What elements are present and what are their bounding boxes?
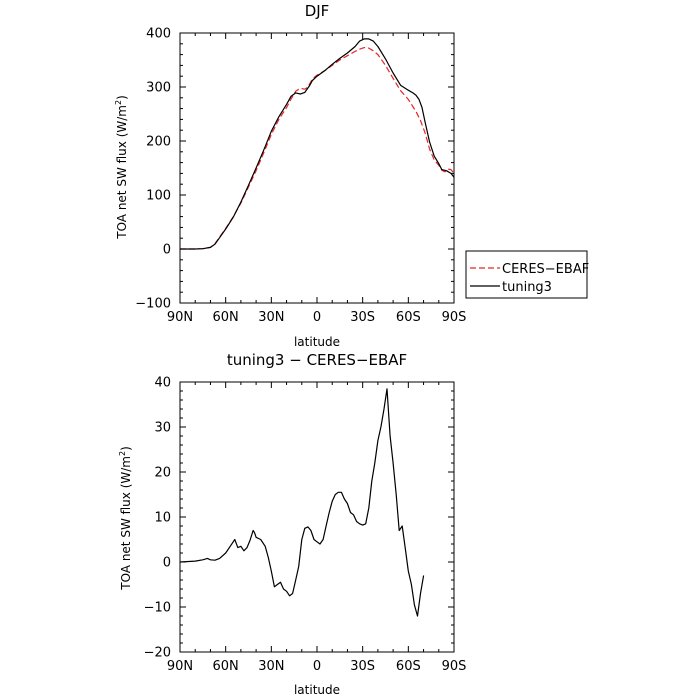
panel2-x-tick-label: 30S [350, 659, 375, 674]
panel1-y-tick-label: 0 [163, 243, 171, 258]
panel1-ylabel-end: ) [115, 95, 129, 100]
panel1-ylabel-main: TOA net SW flux (W/m [115, 105, 129, 240]
panel1-series [180, 38, 455, 250]
legend: CERES−EBAF tuning3 [465, 250, 589, 299]
panel2-ylabel-end: ) [119, 446, 133, 451]
panel1-xlabel: latitude [294, 335, 340, 349]
panel1-x-tick-label: 90S [442, 310, 467, 325]
panel1-x-tick-label: 30N [258, 310, 284, 325]
panel2-ylabel: TOA net SW flux (W/m2) [118, 446, 133, 591]
legend-ceres-label: CERES−EBAF [502, 262, 589, 277]
panel1-y-tick-label: −100 [135, 297, 171, 312]
panel2-series [179, 388, 425, 617]
panel2-x-tick-label: 60N [213, 659, 239, 674]
panel2-ticks: 90N 60N 30N 0 30S 60S 90S −20 −10 0 10 20 30 40 [144, 376, 467, 675]
panel1-x-tick-label: 90N [167, 310, 193, 325]
panel2-y-tick-label: −20 [144, 646, 171, 661]
panel1-y-tick-label: 100 [146, 189, 171, 204]
panel1-title: DJF [305, 2, 330, 20]
panel1-x-tick-label: 60N [213, 310, 239, 325]
panel-flux: DJF latitude TOA net SW flux (W/m2) 90N 6… [114, 2, 466, 349]
panel1-series-tuning3 [180, 38, 455, 250]
panel1-x-tick-label: 60S [396, 310, 421, 325]
panel1-ylabel-sup: 2 [114, 100, 123, 105]
panel2-y-tick-label: 30 [154, 421, 171, 436]
panel1-x-tick-label: 30S [350, 310, 375, 325]
panel2-frame [179, 381, 455, 653]
panel1-ticks: 90N 60N 30N 0 30S 60S 90S −100 0 100 200 300 400 [135, 27, 466, 326]
panel1-frame [179, 32, 455, 304]
panel2-x-tick-label: 30N [258, 659, 284, 674]
panel2-x-tick-label: 90N [167, 659, 193, 674]
panel2-ylabel-sup: 2 [118, 451, 127, 456]
panel2-title: tuning3 − CERES−EBAF [227, 351, 407, 369]
legend-tuning3-label: tuning3 [502, 280, 552, 295]
panel2-series-line-0 [179, 388, 425, 617]
panel2-ylabel-main: TOA net SW flux (W/m [119, 456, 133, 591]
panel2-x-tick-label: 0 [313, 659, 321, 674]
legend-box [465, 250, 588, 299]
panel1-ylabel: TOA net SW flux (W/m2) [114, 95, 129, 240]
panel1-y-tick-label: 400 [146, 27, 171, 42]
panel2-y-tick-label: 10 [154, 511, 171, 526]
panel1-y-tick-label: 300 [146, 81, 171, 96]
panel2-y-tick-label: 0 [163, 556, 171, 571]
panel2-y-tick-label: −10 [144, 601, 171, 616]
panel2-y-tick-label: 40 [154, 376, 171, 391]
panel1-y-tick-label: 200 [146, 135, 171, 150]
panel2-x-tick-label: 60S [396, 659, 421, 674]
panel1-x-tick-label: 0 [313, 310, 321, 325]
panel-difference: tuning3 − CERES−EBAF latitude TOA net SW… [118, 351, 466, 697]
panel1-series-ceres-ebaf [180, 47, 455, 250]
panel2-y-tick-label: 20 [154, 466, 171, 481]
panel2-x-tick-label: 90S [442, 659, 467, 674]
panel2-xlabel: latitude [294, 683, 340, 697]
